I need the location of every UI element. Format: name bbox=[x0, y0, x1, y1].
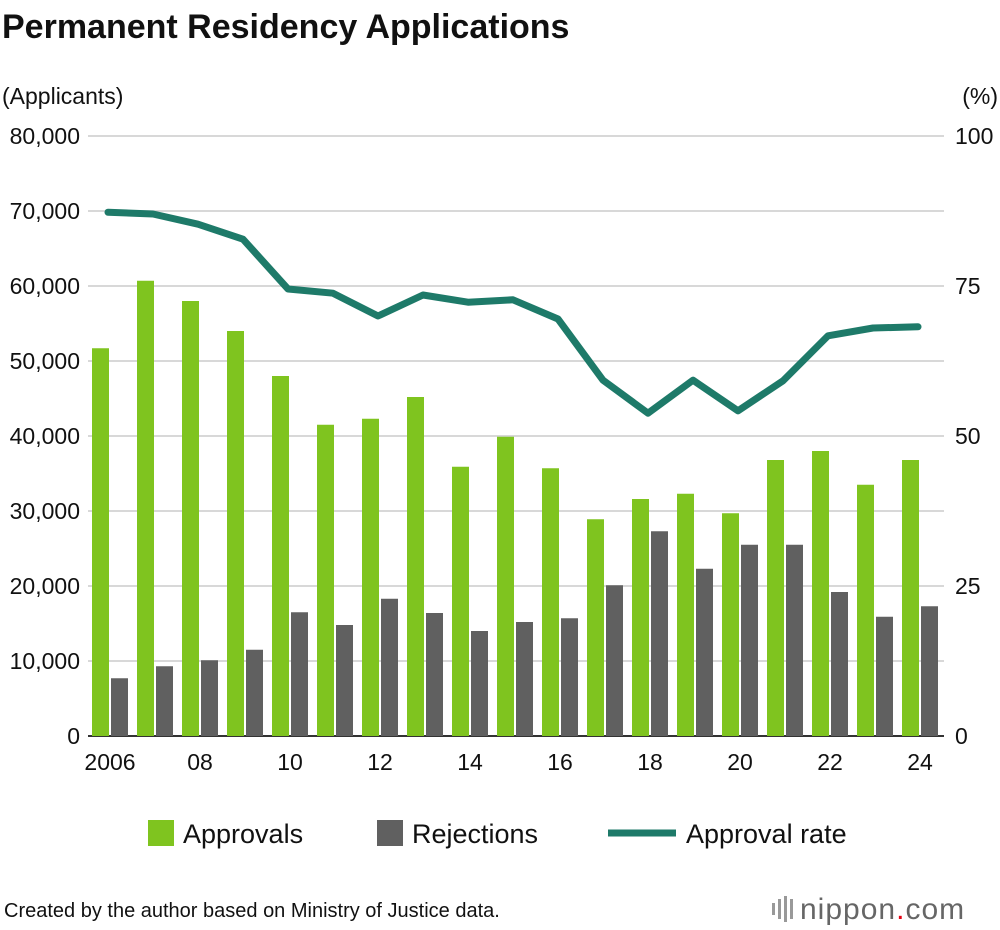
bars bbox=[92, 280, 938, 736]
bar-approvals-2010 bbox=[272, 376, 289, 736]
source-note: Created by the author based on Ministry … bbox=[4, 900, 500, 922]
bar-rejections-2016 bbox=[561, 618, 578, 736]
x-tick-label: 12 bbox=[367, 749, 393, 775]
bar-approvals-2020 bbox=[722, 513, 739, 736]
right-axis-ticks: 0 25 50 75 100 bbox=[955, 123, 993, 749]
left-tick-label: 80,000 bbox=[10, 123, 80, 149]
bar-approvals-2013 bbox=[407, 397, 424, 736]
x-axis-ticks: 2006 08 10 12 14 16 18 20 22 24 bbox=[84, 749, 933, 775]
bar-rejections-2009 bbox=[246, 649, 263, 736]
bar-rejections-2021 bbox=[786, 544, 803, 736]
nippon-logo: nippon.com bbox=[772, 893, 965, 926]
logo-mark-icon bbox=[772, 896, 793, 922]
legend-label-approval-rate: Approval rate bbox=[686, 819, 847, 849]
left-tick-label: 40,000 bbox=[10, 423, 80, 449]
bar-approvals-2017 bbox=[587, 519, 604, 736]
left-tick-label: 20,000 bbox=[10, 573, 80, 599]
bar-approvals-2019 bbox=[677, 493, 694, 736]
bar-rejections-2019 bbox=[696, 568, 713, 736]
bar-rejections-2007 bbox=[156, 666, 173, 736]
x-tick-label: 22 bbox=[817, 749, 843, 775]
bar-approvals-2006 bbox=[92, 348, 109, 736]
bar-rejections-2018 bbox=[651, 531, 668, 736]
x-tick-label: 24 bbox=[907, 749, 933, 775]
bar-rejections-2023 bbox=[876, 616, 893, 736]
logo-text: nippon.com bbox=[800, 893, 965, 926]
bar-approvals-2016 bbox=[542, 468, 559, 736]
right-tick-label: 25 bbox=[955, 573, 981, 599]
bar-rejections-2011 bbox=[336, 625, 353, 736]
left-tick-label: 30,000 bbox=[10, 498, 80, 524]
right-tick-label: 0 bbox=[955, 723, 968, 749]
chart-title: Permanent Residency Applications bbox=[2, 8, 569, 46]
legend-swatch-rejections bbox=[377, 820, 403, 846]
x-tick-label: 10 bbox=[277, 749, 303, 775]
bar-rejections-2012 bbox=[381, 598, 398, 736]
right-tick-label: 50 bbox=[955, 423, 981, 449]
legend-label-rejections: Rejections bbox=[412, 819, 538, 849]
x-tick-label: 18 bbox=[637, 749, 663, 775]
legend-label-approvals: Approvals bbox=[183, 819, 303, 849]
bar-approvals-2024 bbox=[902, 460, 919, 736]
bar-approvals-2014 bbox=[452, 466, 469, 736]
bar-rejections-2006 bbox=[111, 678, 128, 736]
left-axis-ticks: 0 10,000 20,000 30,000 40,000 50,000 60,000 70,… bbox=[10, 123, 80, 749]
bar-rejections-2013 bbox=[426, 613, 443, 736]
approval-rate-line bbox=[104, 208, 922, 417]
bar-rejections-2010 bbox=[291, 612, 308, 736]
left-axis-label: (Applicants) bbox=[2, 83, 123, 109]
left-tick-label: 60,000 bbox=[10, 273, 80, 299]
bar-rejections-2022 bbox=[831, 592, 848, 736]
bar-rejections-2014 bbox=[471, 631, 488, 736]
legend: Approvals Rejections Approval rate bbox=[148, 819, 847, 849]
bar-approvals-2009 bbox=[227, 331, 244, 736]
right-tick-label: 75 bbox=[955, 273, 981, 299]
bar-approvals-2012 bbox=[362, 418, 379, 736]
left-tick-label: 50,000 bbox=[10, 348, 80, 374]
bar-approvals-2015 bbox=[497, 436, 514, 736]
x-tick-label: 16 bbox=[547, 749, 573, 775]
bar-rejections-2015 bbox=[516, 622, 533, 736]
bar-rejections-2008 bbox=[201, 660, 218, 736]
right-axis-label: (%) bbox=[962, 83, 998, 109]
bar-approvals-2011 bbox=[317, 424, 334, 736]
bar-approvals-2022 bbox=[812, 451, 829, 736]
bar-approvals-2007 bbox=[137, 280, 154, 736]
bar-approvals-2021 bbox=[767, 460, 784, 736]
legend-swatch-approvals bbox=[148, 820, 174, 846]
left-tick-label: 0 bbox=[67, 723, 80, 749]
left-tick-label: 70,000 bbox=[10, 198, 80, 224]
x-tick-label: 2006 bbox=[84, 749, 135, 775]
right-tick-label: 100 bbox=[955, 123, 993, 149]
bar-approvals-2008 bbox=[182, 301, 199, 736]
bar-rejections-2017 bbox=[606, 585, 623, 736]
bar-approvals-2023 bbox=[857, 484, 874, 736]
x-tick-label: 14 bbox=[457, 749, 483, 775]
bar-rejections-2020 bbox=[741, 544, 758, 736]
bar-rejections-2024 bbox=[921, 606, 938, 736]
x-tick-label: 08 bbox=[187, 749, 213, 775]
x-tick-label: 20 bbox=[727, 749, 753, 775]
bar-approvals-2018 bbox=[632, 499, 649, 736]
left-tick-label: 10,000 bbox=[10, 648, 80, 674]
